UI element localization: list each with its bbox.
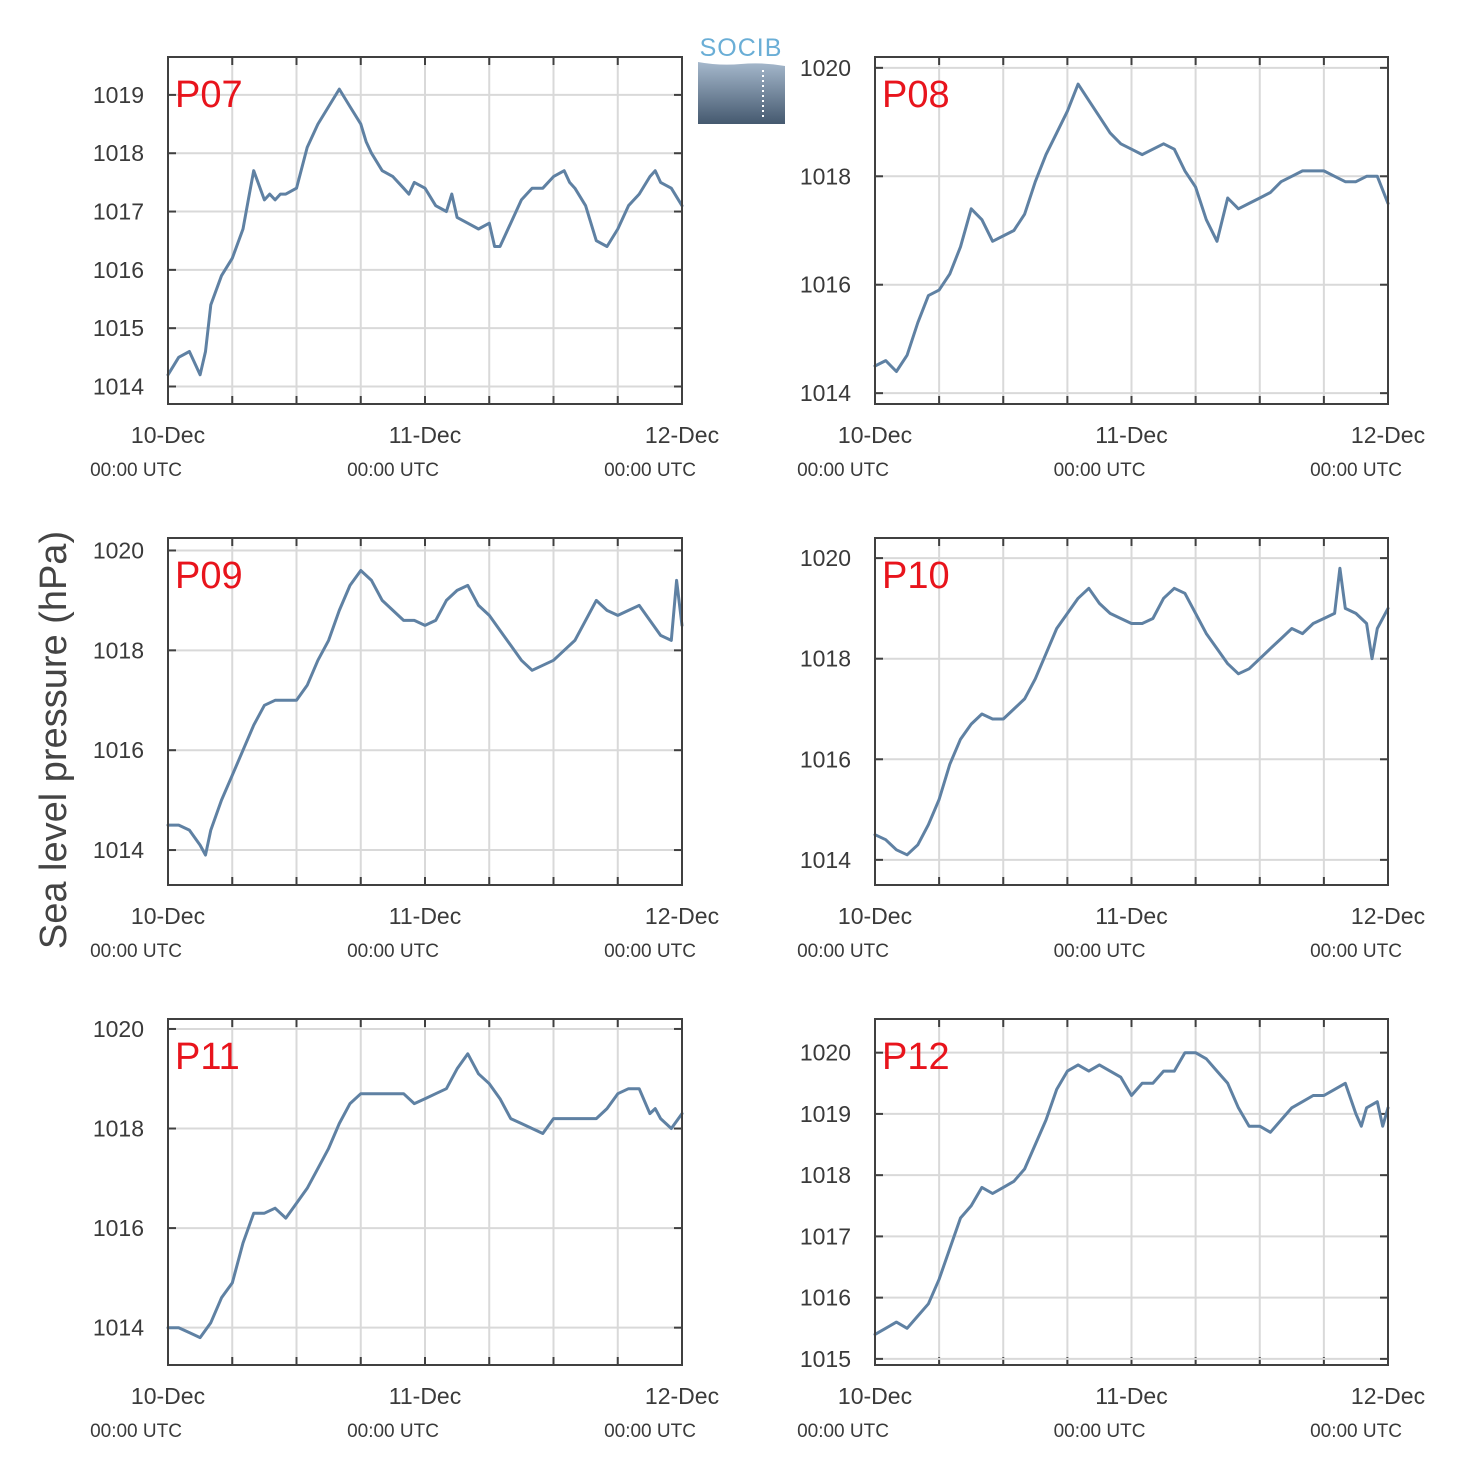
y-tick-label: 1017 xyxy=(800,1223,851,1249)
series-line-p07 xyxy=(166,87,684,377)
chart-panel-p09: 1014 1016 1018 1020 P09 10-Dec 00:00 UTC 11-Dec… xyxy=(90,537,719,962)
x-tick-label-date: 10-Dec xyxy=(838,422,912,448)
y-tick-label: 1015 xyxy=(93,315,144,341)
panel-label-p07: P07 xyxy=(175,74,243,116)
x-tick-label-time: 00:00 UTC xyxy=(1054,941,1146,962)
plot-frame xyxy=(167,537,683,886)
y-tick-label: 1019 xyxy=(93,82,144,108)
y-tick-label: 1014 xyxy=(93,837,144,863)
x-tick-label-date: 12-Dec xyxy=(1351,422,1425,448)
plot-frame xyxy=(167,1018,683,1366)
y-tick-label: 1014 xyxy=(800,847,851,873)
y-tick-label: 1016 xyxy=(800,1285,851,1311)
x-tick-label-time: 00:00 UTC xyxy=(1310,941,1402,962)
x-tick-label-time: 00:00 UTC xyxy=(1310,1421,1402,1442)
panel-label-p08: P08 xyxy=(882,74,950,116)
x-tick-label-time: 00:00 UTC xyxy=(797,1421,889,1442)
panel-label-p09: P09 xyxy=(175,555,243,597)
chart-panel-p07: 1014 1015 1016 1017 1018 1019 P07 10-Dec 00:00 U… xyxy=(90,56,719,481)
x-tick-label-date: 11-Dec xyxy=(389,1383,461,1409)
panel-label-p12: P12 xyxy=(882,1036,950,1078)
x-tick-label-date: 10-Dec xyxy=(838,903,912,929)
x-tick-label-date: 11-Dec xyxy=(1095,422,1167,448)
y-tick-label: 1016 xyxy=(93,737,144,763)
plot-frame xyxy=(874,1018,1389,1366)
plot-frame xyxy=(167,56,683,405)
x-tick-label-date: 12-Dec xyxy=(1351,903,1425,929)
chart-panel-p11: 1014 1016 1018 1020 P11 10-Dec 00:00 UTC 11-Dec… xyxy=(90,1016,719,1442)
series-line-p12 xyxy=(873,1051,1390,1336)
x-tick-label-date: 12-Dec xyxy=(645,1383,719,1409)
x-tick-label-time: 00:00 UTC xyxy=(347,460,439,481)
chart-panel-p08: 1014 1016 1018 1020 P08 10-Dec 00:00 UTC 11-Dec… xyxy=(797,55,1425,481)
y-tick-label: 1016 xyxy=(93,1215,144,1241)
y-tick-label: 1018 xyxy=(93,1116,144,1142)
y-tick-label: 1014 xyxy=(93,374,144,400)
y-tick-label: 1020 xyxy=(800,55,851,81)
x-tick-label-date: 11-Dec xyxy=(389,422,461,448)
y-tick-label: 1018 xyxy=(93,140,144,166)
series-line-p08 xyxy=(873,82,1390,373)
series-line-p11 xyxy=(166,1052,684,1340)
y-tick-label: 1014 xyxy=(93,1315,144,1341)
x-tick-label-time: 00:00 UTC xyxy=(1054,460,1146,481)
x-tick-label-time: 00:00 UTC xyxy=(347,941,439,962)
chart-panel-p10: 1014 1016 1018 1020 P10 10-Dec 00:00 UTC 11-Dec… xyxy=(797,537,1425,962)
y-tick-label: 1016 xyxy=(93,257,144,283)
x-tick-label-time: 00:00 UTC xyxy=(604,460,696,481)
x-tick-label-date: 12-Dec xyxy=(1351,1383,1425,1409)
x-tick-label-date: 10-Dec xyxy=(131,1383,205,1409)
plot-frame xyxy=(874,56,1389,405)
panel-label-p11: P11 xyxy=(175,1036,240,1078)
x-tick-label-time: 00:00 UTC xyxy=(90,460,182,481)
x-tick-label-time: 00:00 UTC xyxy=(604,1421,696,1442)
y-tick-label: 1014 xyxy=(800,380,851,406)
x-tick-label-date: 12-Dec xyxy=(645,903,719,929)
y-tick-label: 1020 xyxy=(93,1016,144,1042)
chart-panel-p12: 1015 1016 1017 1018 1019 1020 P12 10-Dec 00:00 U… xyxy=(797,1018,1425,1442)
y-tick-label: 1020 xyxy=(800,1040,851,1066)
series-line-p10 xyxy=(873,566,1390,857)
x-tick-label-date: 12-Dec xyxy=(645,422,719,448)
y-axis-label: Sea level pressure (hPa) xyxy=(33,531,75,949)
x-tick-label-date: 11-Dec xyxy=(389,903,461,929)
y-tick-label: 1020 xyxy=(93,537,144,563)
y-tick-label: 1016 xyxy=(800,746,851,772)
x-tick-label-date: 10-Dec xyxy=(838,1383,912,1409)
panel-label-p10: P10 xyxy=(882,555,950,597)
series-line-p09 xyxy=(166,569,684,857)
y-tick-label: 1018 xyxy=(800,646,851,672)
x-tick-label-time: 00:00 UTC xyxy=(90,1421,182,1442)
plot-frame xyxy=(874,537,1389,886)
x-tick-label-date: 10-Dec xyxy=(131,903,205,929)
y-tick-label: 1015 xyxy=(800,1346,851,1372)
y-tick-label: 1016 xyxy=(800,272,851,298)
socib-logo: SOCIB xyxy=(698,34,785,124)
y-tick-label: 1018 xyxy=(800,163,851,189)
x-tick-label-time: 00:00 UTC xyxy=(90,941,182,962)
y-tick-label: 1017 xyxy=(93,199,144,225)
x-tick-label-time: 00:00 UTC xyxy=(1054,1421,1146,1442)
x-tick-label-time: 00:00 UTC xyxy=(797,460,889,481)
x-tick-label-time: 00:00 UTC xyxy=(797,941,889,962)
y-tick-label: 1018 xyxy=(93,637,144,663)
y-tick-label: 1020 xyxy=(800,545,851,571)
x-tick-label-date: 11-Dec xyxy=(1095,1383,1167,1409)
x-tick-label-time: 00:00 UTC xyxy=(604,941,696,962)
x-tick-label-time: 00:00 UTC xyxy=(347,1421,439,1442)
y-tick-label: 1018 xyxy=(800,1162,851,1188)
y-tick-label: 1019 xyxy=(800,1101,851,1127)
logo-text: SOCIB xyxy=(700,34,783,62)
x-tick-label-date: 10-Dec xyxy=(131,422,205,448)
x-tick-label-date: 11-Dec xyxy=(1095,903,1167,929)
x-tick-label-time: 00:00 UTC xyxy=(1310,460,1402,481)
